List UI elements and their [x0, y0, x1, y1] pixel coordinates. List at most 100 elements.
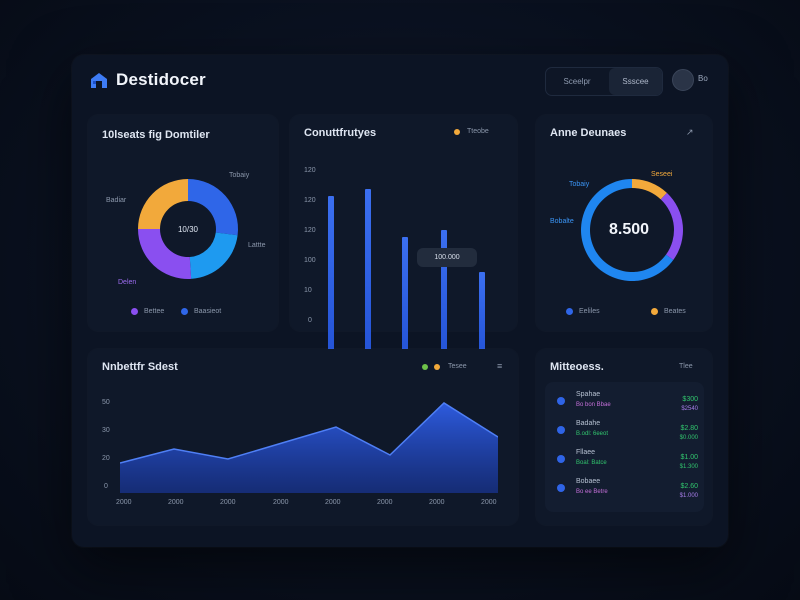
milestone-dot-icon [557, 455, 565, 463]
bar-legend-label: Tteobe [467, 128, 489, 135]
ring-legend-1: Eeliles [579, 308, 600, 315]
bar-card-title: Conuttfrutyes [304, 127, 377, 139]
y-tick-3: 120 [304, 227, 316, 234]
area-card-title: Nnbettfr Sdest [102, 361, 178, 373]
milestone-value: $1.00 [680, 454, 698, 461]
y-tick-2: 120 [304, 197, 316, 204]
area-x-tick-6: 2000 [377, 499, 393, 506]
ring-legend-dot-orange [651, 308, 658, 315]
milestone-value: $2.80 [680, 425, 698, 432]
avatar[interactable] [672, 69, 694, 91]
area-x-tick-4: 2000 [273, 499, 289, 506]
ring-legend-2: Beates [664, 308, 686, 315]
slice-seseei[interactable] [632, 179, 667, 200]
toggle-button-1[interactable]: Sceelpr [563, 77, 591, 86]
area-y-tick-4: 0 [104, 483, 108, 490]
milestone-sub: Boal: Batce [576, 460, 607, 466]
milestone-name: Spahae [576, 391, 601, 398]
y-tick-1: 120 [304, 167, 316, 174]
legend-dot-blue [181, 308, 188, 315]
milestones-title: Mitteoess. [550, 361, 604, 373]
area-legend-dot-orange [434, 364, 440, 370]
y-tick-5: 10 [304, 287, 312, 294]
ring-label-left: Bobalte [550, 218, 574, 225]
area-x-tick-8: 2000 [481, 499, 497, 506]
view-toggle: Sceelpr Ssscee [545, 67, 663, 96]
area-x-tick-3: 2000 [220, 499, 236, 506]
ring-card: Anne Deunaes ↗ 8.500 Tobaiy Bobalte Sese… [536, 115, 712, 331]
donut-legend-2: Baasieot [194, 308, 222, 315]
area-x-tick-2: 2000 [168, 499, 184, 506]
area-y-tick-3: 20 [102, 455, 110, 462]
app-title: Destidocer [116, 70, 206, 89]
donut-card: 10lseats fig Domtiler 10/30 Tobaiy Badia… [88, 115, 278, 331]
donut-legend-1: Bettee [144, 308, 165, 315]
bar-4[interactable] [441, 230, 447, 355]
donut-label-bottom-left: Delen [118, 279, 137, 286]
donut-center-label: 10/30 [178, 225, 199, 234]
user-label[interactable]: Bo [698, 74, 708, 83]
bar-card: Conuttfrutyes Tteobe 120 120 120 100 10 … [290, 115, 517, 372]
milestone-value-secondary: $2540 [681, 406, 698, 412]
ring-legend-dot-blue [566, 308, 573, 315]
milestone-value-secondary: $1.300 [679, 464, 698, 470]
area-x-tick-5: 2000 [325, 499, 341, 506]
milestone-name: Fllaee [576, 449, 596, 456]
area-legend-label: Tesee [448, 363, 467, 370]
header: Destidocer Sceelpr Ssscee Bo [72, 55, 728, 107]
y-tick-4: 100 [304, 257, 316, 264]
milestone-name: Badahe [576, 420, 601, 427]
area-card: Nnbettfr Sdest Tesee ≡ 50 30 20 0 2000 2… [88, 349, 518, 525]
milestones-card: Mitteoess. Tlee Spahae Bo bon Bbae $300 … [536, 349, 712, 525]
bar-1[interactable] [328, 195, 334, 355]
milestone-name: Bobaee [576, 478, 601, 485]
donut-label-left: Badiar [106, 197, 127, 204]
bar-legend-dot [454, 129, 460, 135]
legend-dot-purple [131, 308, 138, 315]
bar-2[interactable] [365, 188, 371, 355]
bar-3[interactable] [402, 237, 408, 355]
donut-card-title: 10lseats fig Domtiler [102, 129, 210, 141]
slice-tobaiy[interactable] [188, 179, 238, 236]
expand-icon[interactable]: ↗ [686, 127, 694, 137]
area-line [120, 402, 498, 464]
slice-lattte[interactable] [189, 232, 238, 279]
area-y-tick-1: 50 [102, 399, 110, 406]
milestones-right-label: Tlee [679, 363, 693, 370]
donut-label-right: Lattte [248, 242, 266, 249]
area-x-tick-7: 2000 [429, 499, 445, 506]
donut-chart: 10/30 [138, 179, 238, 279]
logo-icon [91, 73, 107, 88]
ring-chart [581, 179, 683, 281]
slice-bobalte[interactable] [660, 192, 683, 260]
donut-label-top-right: Tobaiy [229, 172, 250, 179]
area-chart [120, 402, 498, 493]
milestone-value: $2.60 [680, 483, 698, 490]
ring-label-left-top: Tobaiy [569, 181, 590, 188]
ring-label-top-right: Seseei [651, 171, 673, 178]
milestone-dot-icon [557, 484, 565, 492]
area-y-tick-2: 30 [102, 427, 110, 434]
bar-5[interactable] [479, 271, 485, 355]
milestone-dot-icon [557, 426, 565, 434]
menu-icon[interactable]: ≡ [497, 361, 503, 371]
bar-tooltip: 100.000 [417, 248, 477, 267]
milestone-dot-icon [557, 397, 565, 405]
milestone-sub: B.odl: 6eeot [576, 431, 609, 437]
ring-card-title: Anne Deunaes [550, 127, 627, 139]
milestone-value-secondary: $0.000 [679, 435, 698, 441]
slice-badiar[interactable] [138, 179, 188, 229]
toggle-button-2[interactable]: Ssscee [609, 68, 662, 95]
slice-delen[interactable] [138, 229, 192, 279]
milestone-sub: Bo ee Betre [576, 489, 608, 495]
area-x-tick-1: 2000 [116, 499, 132, 506]
milestone-value-secondary: $1.000 [679, 493, 698, 499]
area-legend-dot-green [422, 364, 428, 370]
milestone-value: $300 [682, 396, 698, 403]
ring-center-value: 8.500 [609, 221, 650, 238]
area-fill [120, 403, 498, 493]
milestone-sub: Bo bon Bbae [576, 402, 611, 408]
dashboard-window: Destidocer Sceelpr Ssscee Bo 10lseats fi… [72, 55, 728, 547]
milestones-panel: Spahae Bo bon Bbae $300 $2540 Badahe B.o… [545, 382, 704, 512]
y-tick-6: 0 [308, 317, 312, 324]
